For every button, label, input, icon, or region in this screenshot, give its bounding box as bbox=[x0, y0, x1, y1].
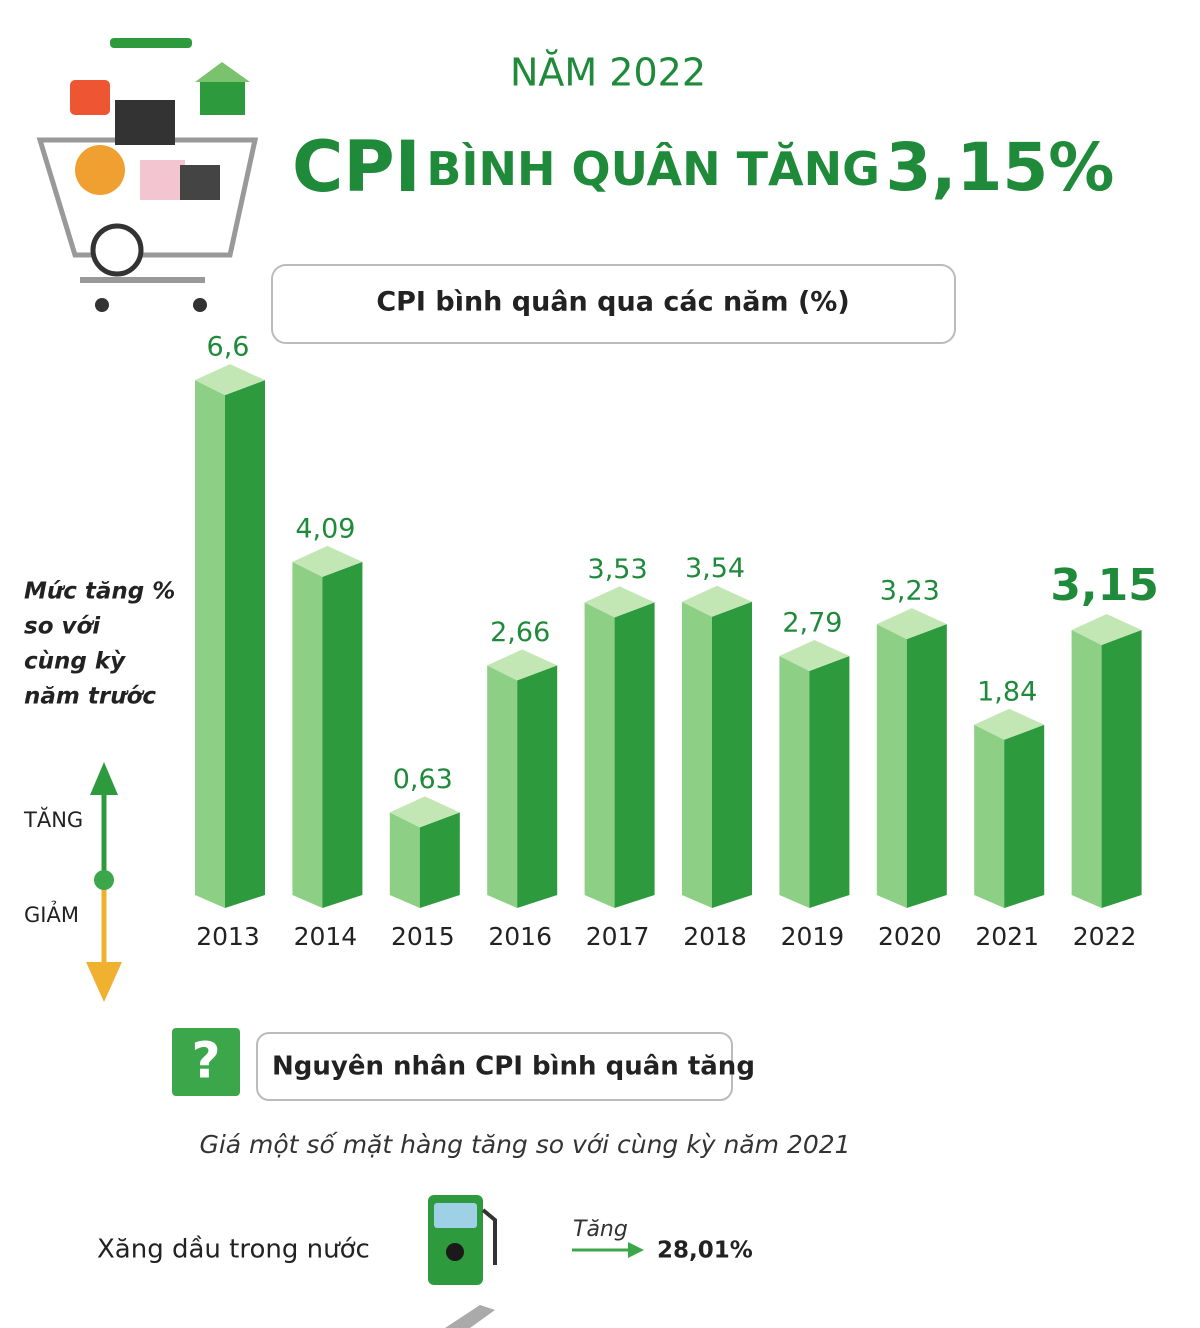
bar bbox=[292, 545, 363, 908]
bar-front bbox=[682, 601, 712, 908]
bar-front bbox=[195, 380, 225, 908]
bar-side bbox=[322, 561, 363, 908]
legend-up: TĂNG bbox=[23, 806, 83, 832]
cart-icon bbox=[36, 38, 259, 312]
header-year: NĂM 2022 bbox=[510, 50, 706, 95]
partial-icon bbox=[445, 1305, 495, 1328]
arrow-dot bbox=[94, 870, 114, 890]
value-label: 0,63 bbox=[393, 764, 453, 795]
causes-title: Nguyên nhân CPI bình quân tăng bbox=[272, 1052, 755, 1082]
bar bbox=[974, 708, 1045, 908]
x-tick-label: 2013 bbox=[196, 922, 260, 951]
bar-side bbox=[517, 665, 558, 908]
bar-front bbox=[1071, 629, 1102, 908]
bar-top bbox=[389, 796, 460, 828]
up-arrow-head bbox=[90, 762, 118, 795]
bar bbox=[779, 640, 850, 908]
x-tick-label: 2021 bbox=[975, 922, 1039, 951]
bar bbox=[1071, 613, 1142, 908]
legend-down: GIẢM bbox=[24, 901, 79, 927]
x-tick-label: 2019 bbox=[781, 922, 845, 951]
fuel-icon bbox=[428, 1195, 497, 1285]
value-label: 3,23 bbox=[880, 576, 940, 607]
bar bbox=[389, 796, 460, 908]
bar-front bbox=[876, 624, 907, 908]
x-tick-label: 2015 bbox=[391, 922, 455, 951]
bar-top bbox=[195, 364, 265, 396]
down-arrow-head bbox=[86, 962, 122, 1002]
bar-top bbox=[682, 585, 752, 617]
bar-front bbox=[292, 561, 323, 908]
item-arrow-head bbox=[628, 1242, 644, 1258]
question-mark: ? bbox=[191, 1032, 220, 1090]
x-tick-label: 2020 bbox=[878, 922, 942, 951]
value-label: 3,54 bbox=[685, 553, 745, 584]
bar bbox=[584, 586, 655, 908]
bar-top bbox=[1071, 613, 1142, 645]
chart-title-box bbox=[271, 264, 956, 344]
bar-side bbox=[1004, 724, 1045, 908]
bar-top bbox=[876, 608, 947, 640]
bar-front bbox=[974, 724, 1005, 908]
header-title: CPI BÌNH QUÂN TĂNG 3,15% bbox=[292, 126, 1114, 208]
x-tick-label: 2017 bbox=[586, 922, 650, 951]
bar-top bbox=[584, 586, 655, 618]
y-axis-label: năm trước bbox=[24, 684, 156, 710]
value-label: 3,15 bbox=[1050, 560, 1159, 611]
y-axis-label: cùng kỳ bbox=[24, 649, 126, 675]
x-tick-label: 2014 bbox=[294, 922, 358, 951]
x-tick-label: 2016 bbox=[488, 922, 552, 951]
chart-title: CPI bình quân qua các năm (%) bbox=[376, 287, 849, 318]
bar-top bbox=[292, 545, 363, 577]
bar-side bbox=[712, 601, 752, 908]
bar-side bbox=[906, 624, 947, 908]
bar bbox=[195, 364, 265, 908]
bar-side bbox=[614, 602, 655, 908]
x-tick-label: 2018 bbox=[683, 922, 747, 951]
value-label: 3,53 bbox=[588, 554, 648, 585]
bar-top bbox=[779, 640, 850, 672]
bar bbox=[682, 585, 752, 908]
bar-front bbox=[584, 602, 615, 908]
bar-top bbox=[487, 649, 558, 681]
item-direction: Tăng bbox=[573, 1217, 628, 1242]
bar-front bbox=[487, 665, 518, 908]
bar-side bbox=[419, 812, 460, 908]
value-label: 1,84 bbox=[977, 676, 1037, 707]
bar-side bbox=[1101, 629, 1142, 908]
bar-top bbox=[974, 708, 1045, 740]
bar-front bbox=[779, 656, 810, 908]
causes-box bbox=[256, 1032, 733, 1101]
bar bbox=[876, 608, 947, 908]
item-change: 28,01% bbox=[657, 1238, 753, 1264]
y-axis-label: so với bbox=[24, 614, 101, 640]
bar-front bbox=[389, 812, 420, 908]
bar-side bbox=[809, 656, 850, 908]
x-tick-label: 2022 bbox=[1073, 922, 1137, 951]
causes-subtitle: Giá một số mặt hàng tăng so với cùng kỳ … bbox=[199, 1130, 850, 1159]
y-axis-label: Mức tăng % bbox=[24, 579, 175, 605]
value-label: 6,6 bbox=[207, 332, 250, 363]
value-label: 2,66 bbox=[490, 617, 550, 648]
value-label: 2,79 bbox=[782, 608, 842, 639]
bar bbox=[487, 649, 558, 908]
title-part: CPI bbox=[292, 126, 421, 208]
title-part: BÌNH QUÂN TĂNG bbox=[426, 141, 880, 196]
bar-side bbox=[225, 380, 265, 908]
question-icon bbox=[172, 1028, 240, 1096]
title-part: 3,15% bbox=[885, 129, 1114, 206]
item-name: Xăng dầu trong nước bbox=[97, 1235, 370, 1265]
value-label: 4,09 bbox=[295, 513, 355, 544]
